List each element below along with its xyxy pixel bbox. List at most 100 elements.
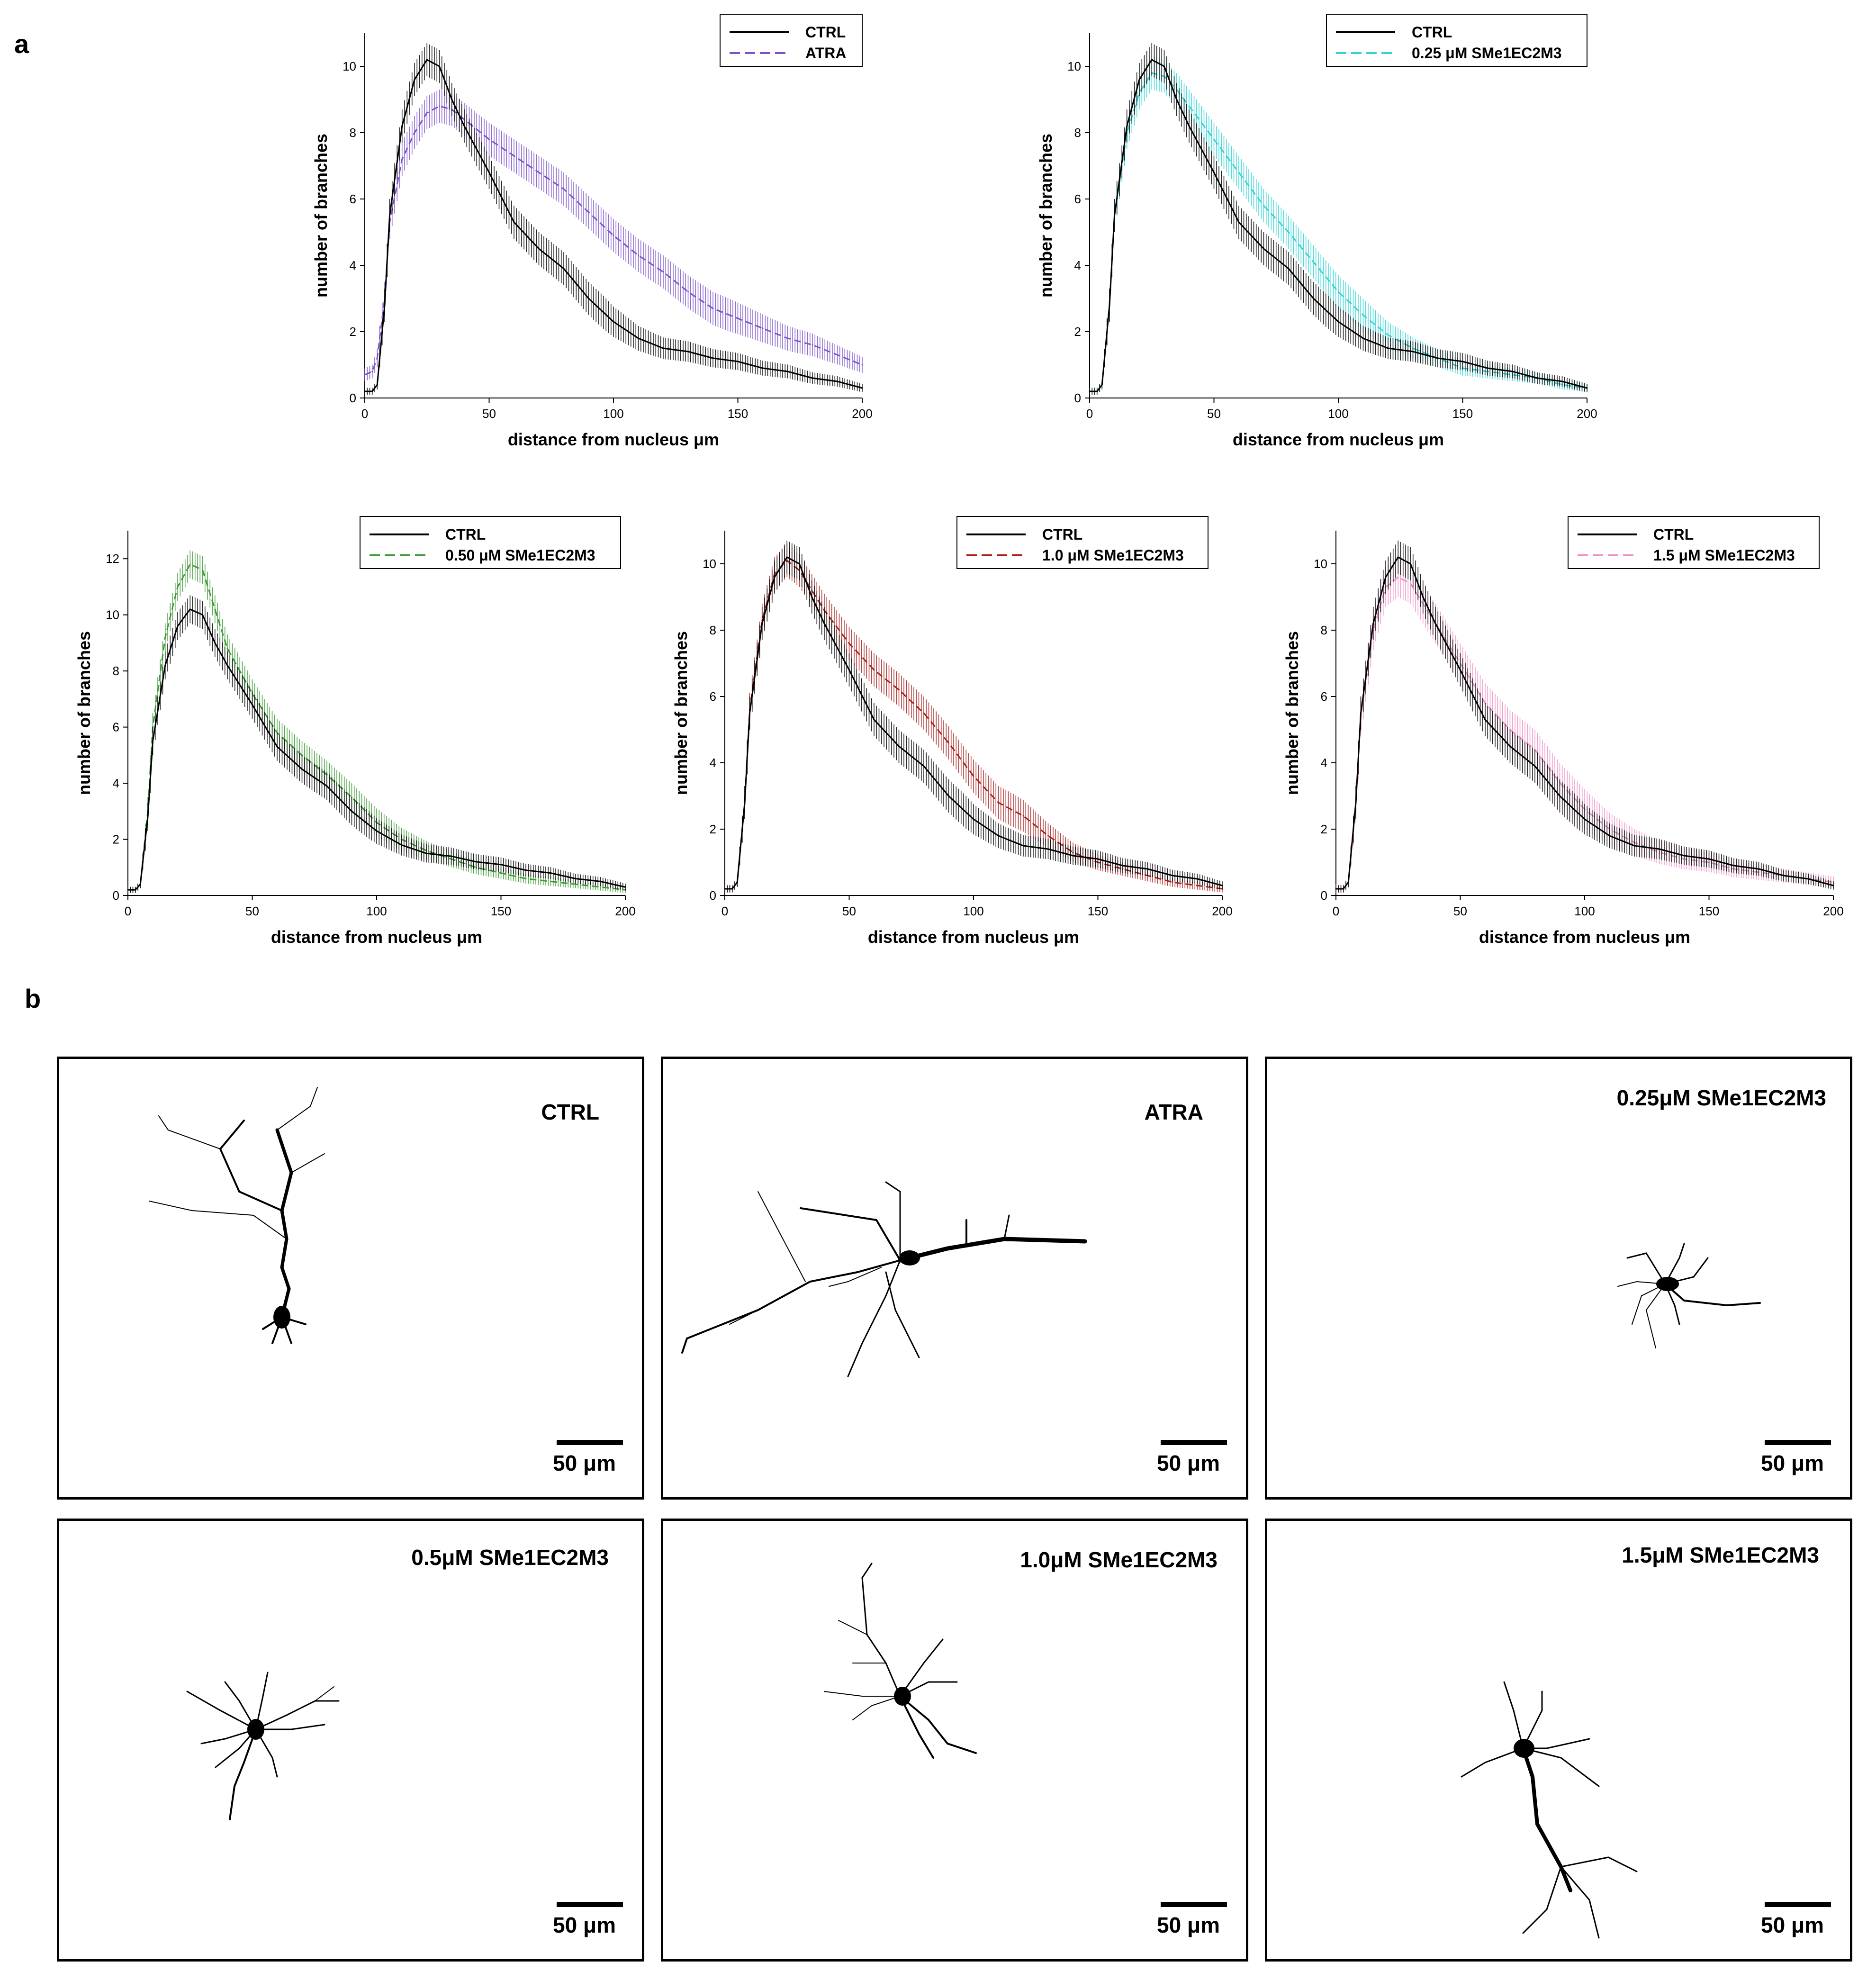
y-tick-label: 10 — [343, 59, 356, 73]
legend-label: CTRL — [1412, 24, 1452, 41]
data-point — [1238, 172, 1240, 173]
data-point — [774, 576, 776, 578]
legend-box — [360, 516, 621, 569]
series-ctrl — [1089, 43, 1588, 395]
legend-box — [956, 516, 1209, 569]
legend: CTRL 1.5 μM SMe1EC2M3 — [1568, 516, 1820, 569]
scale-bar — [557, 1902, 623, 1907]
data-point — [252, 704, 253, 705]
data-point — [1633, 845, 1635, 847]
data-point — [613, 235, 614, 236]
data-point — [326, 785, 328, 787]
y-axis-label: number of branches — [671, 631, 691, 795]
data-point — [1422, 596, 1424, 598]
y-tick-label: 10 — [106, 608, 119, 622]
legend-label: ATRA — [805, 45, 847, 62]
data-point — [1512, 371, 1513, 372]
y-tick-label: 2 — [350, 325, 356, 339]
data-point — [550, 872, 551, 874]
data-point — [1163, 65, 1165, 67]
data-point — [513, 155, 515, 157]
x-axis-label: distance from nucleus μm — [271, 927, 482, 947]
x-tick-label: 150 — [1699, 904, 1719, 918]
scale-bar — [1765, 1902, 1831, 1907]
data-point — [1172, 875, 1173, 877]
data-point — [923, 712, 925, 714]
neuron-panel-025: 0.25μM SMe1EC2M3 50 μm — [1265, 1057, 1852, 1500]
data-point — [613, 321, 614, 323]
neuron-image — [186, 1672, 340, 1820]
chart-050: 0 50 100 150 200 0 2 4 6 8 10 12 distance from nucle… — [74, 516, 636, 947]
x-tick-label: 0 — [361, 407, 368, 421]
series-treatment — [364, 90, 863, 381]
data-point — [1313, 261, 1314, 263]
y-axis-label: number of branches — [1036, 134, 1055, 298]
data-point — [189, 608, 191, 610]
y-tick-label: 6 — [1321, 689, 1327, 704]
series-treatment — [1335, 557, 1834, 894]
y-tick-label: 4 — [113, 776, 119, 790]
series-line — [1336, 556, 1834, 890]
data-point — [538, 248, 540, 250]
data-point — [1410, 563, 1411, 565]
y-tick-label: 4 — [1321, 756, 1327, 770]
data-point — [550, 880, 551, 882]
data-point — [1586, 387, 1588, 389]
data-point — [1536, 377, 1538, 379]
neuron-panel-150: 1.5μM SMe1EC2M3 50 μm — [1265, 1519, 1852, 1962]
data-point — [463, 125, 465, 127]
data-point — [799, 563, 800, 565]
data-point — [1188, 125, 1190, 127]
data-point — [1534, 765, 1536, 767]
data-point — [1335, 888, 1337, 890]
data-point — [1022, 815, 1024, 817]
scale-bar — [1161, 1440, 1227, 1445]
data-point — [1126, 125, 1128, 127]
data-point — [1114, 215, 1115, 217]
scale-label: 50 μm — [553, 1451, 616, 1475]
data-point — [724, 888, 726, 890]
data-point — [376, 384, 378, 386]
x-tick-label: 200 — [852, 407, 872, 421]
data-point — [575, 883, 577, 885]
data-point — [712, 357, 714, 359]
data-point — [1460, 669, 1461, 671]
data-point — [376, 357, 378, 359]
y-tick-label: 8 — [1074, 126, 1081, 140]
data-point — [1047, 835, 1049, 837]
data-point — [451, 855, 452, 857]
data-point — [525, 869, 527, 871]
data-point — [1559, 795, 1560, 797]
data-point — [1188, 105, 1190, 107]
data-point — [1387, 347, 1389, 349]
data-point — [1288, 268, 1290, 270]
data-point — [762, 327, 764, 329]
data-point — [873, 669, 875, 671]
data-point — [426, 112, 428, 114]
data-point — [202, 569, 203, 571]
data-point — [624, 886, 626, 888]
data-point — [1487, 367, 1488, 369]
data-point — [364, 390, 366, 392]
data-point — [451, 99, 453, 100]
data-point — [1097, 858, 1099, 860]
data-point — [1263, 248, 1264, 250]
data-point — [500, 872, 502, 874]
data-point — [389, 215, 390, 217]
scale-label: 50 μm — [1157, 1913, 1220, 1937]
data-point — [488, 172, 490, 173]
data-point — [189, 563, 191, 565]
y-tick-label: 6 — [350, 192, 356, 206]
data-point — [1434, 623, 1436, 624]
data-point — [1397, 576, 1399, 578]
data-point — [786, 556, 788, 558]
y-tick-label: 2 — [1321, 822, 1327, 836]
data-point — [898, 745, 900, 747]
data-point — [1337, 321, 1339, 323]
legend-label: CTRL — [1042, 526, 1082, 543]
data-point — [1101, 384, 1103, 386]
data-point — [1347, 881, 1349, 883]
series-ctrl — [724, 541, 1223, 893]
data-point — [973, 818, 974, 820]
data-point — [1172, 881, 1173, 883]
